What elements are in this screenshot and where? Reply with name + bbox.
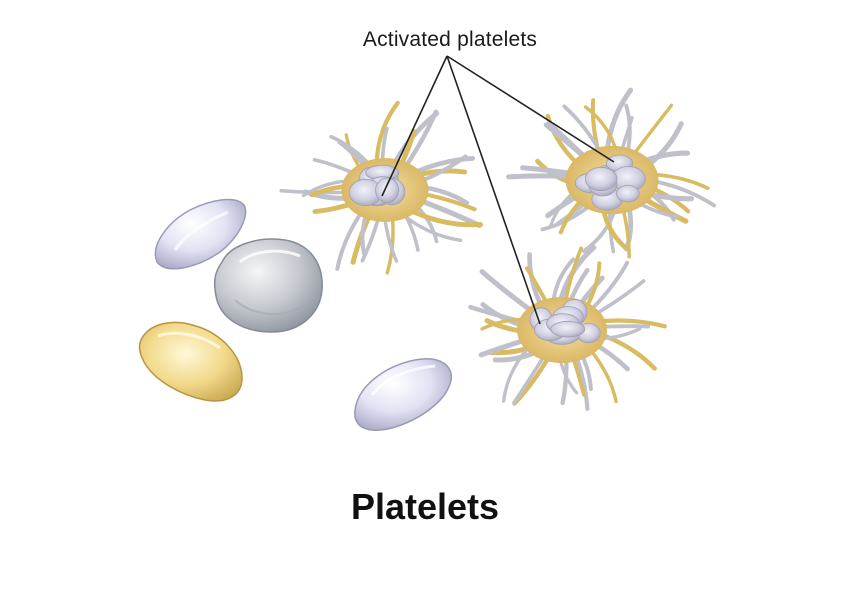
pseudopod [560, 354, 569, 406]
pseudopod [604, 87, 634, 155]
activated-platelets-label: Activated platelets [362, 28, 538, 51]
leader-line-right [446, 55, 615, 163]
leader-line-bottom [446, 55, 541, 325]
platelet-granule [375, 177, 400, 203]
activated-platelet-left [279, 100, 484, 275]
leader-line-left [381, 55, 448, 197]
platelet-granule [616, 184, 640, 203]
pseudopod [374, 100, 400, 167]
activated-platelet-bottom [468, 245, 667, 411]
resting-platelet-lavender-top [154, 198, 247, 270]
diagram-caption: Platelets [350, 486, 500, 527]
platelet-granule [584, 166, 618, 192]
resting-platelets [138, 198, 452, 431]
resting-platelet-yellow [138, 321, 243, 402]
activated-platelets [279, 87, 717, 411]
callout-leader-lines [381, 55, 615, 325]
resting-platelet-grey [213, 238, 323, 333]
activated-platelet-right [506, 87, 717, 259]
resting-platelet-lavender-bottom [354, 358, 452, 431]
platelet-granule [550, 320, 586, 338]
